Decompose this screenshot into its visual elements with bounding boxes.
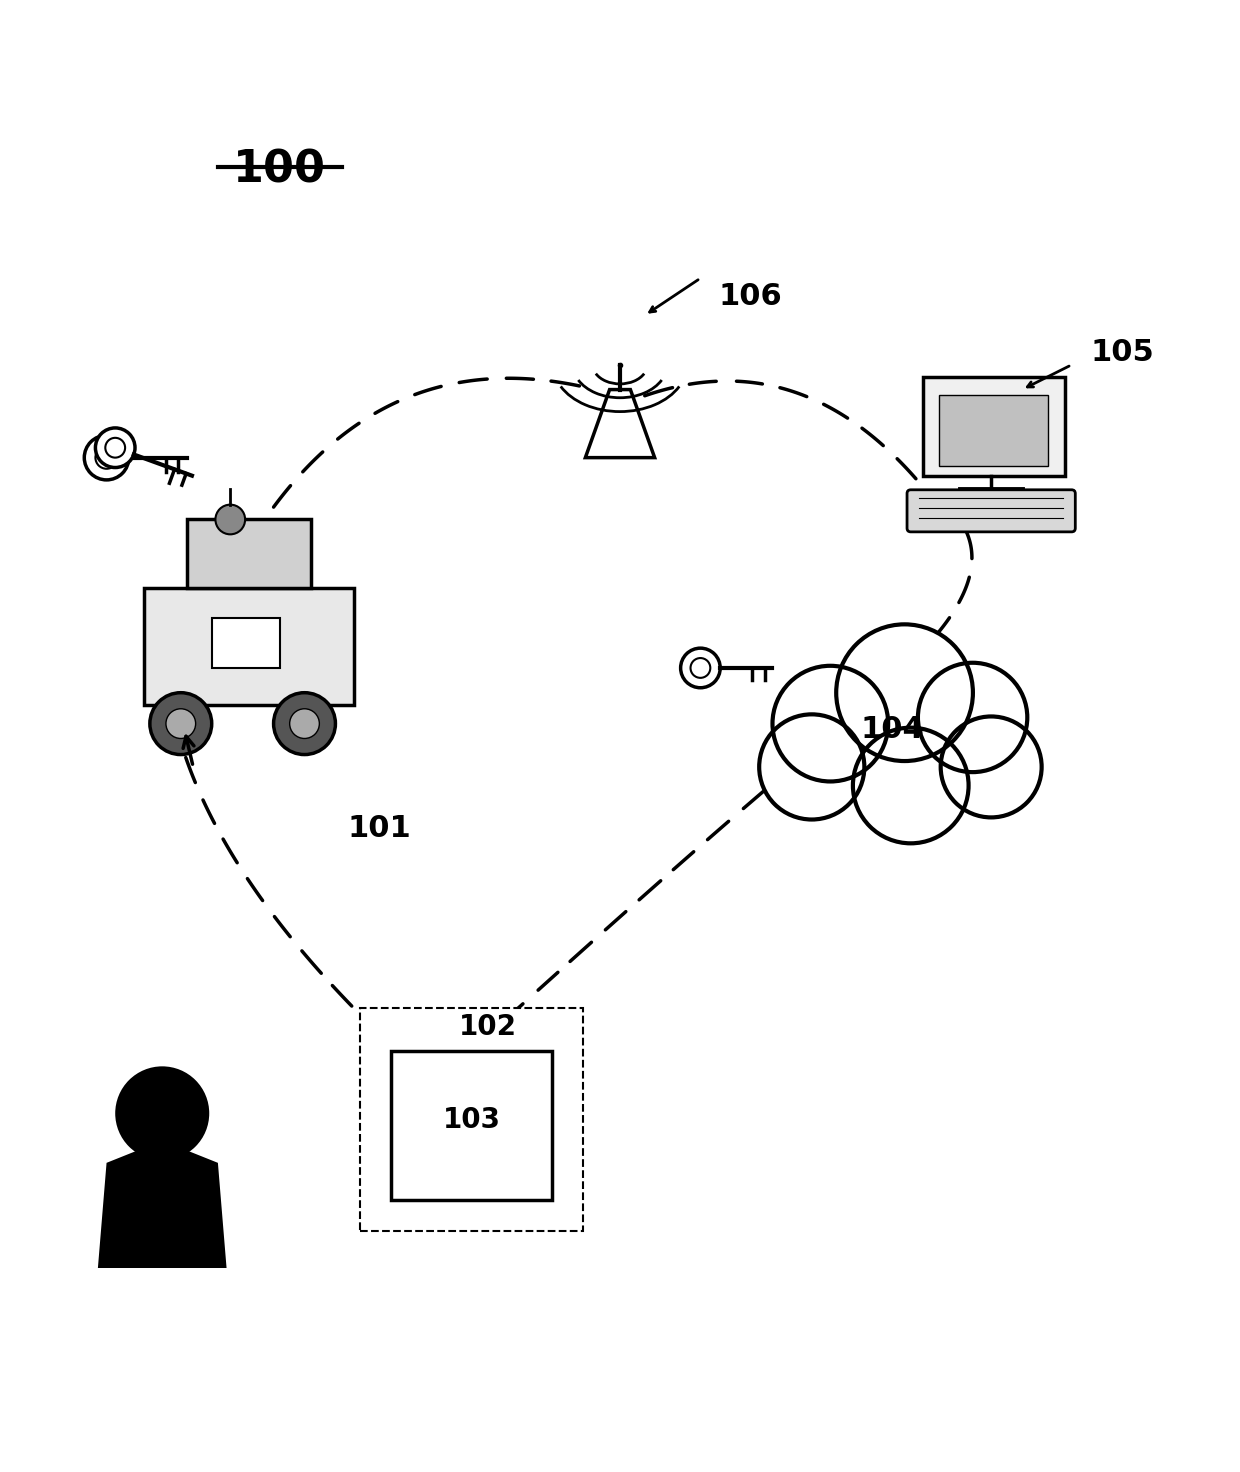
Circle shape	[681, 648, 720, 687]
Text: 104: 104	[861, 715, 924, 745]
Circle shape	[853, 727, 968, 843]
Circle shape	[95, 446, 118, 468]
Circle shape	[115, 1066, 210, 1160]
FancyBboxPatch shape	[923, 377, 1065, 475]
FancyBboxPatch shape	[939, 394, 1048, 467]
Circle shape	[941, 717, 1042, 817]
Polygon shape	[98, 1151, 227, 1267]
Text: 103: 103	[443, 1105, 501, 1133]
Text: 102: 102	[459, 1013, 517, 1041]
Circle shape	[691, 658, 711, 677]
FancyBboxPatch shape	[187, 520, 311, 587]
Circle shape	[836, 624, 973, 761]
Circle shape	[274, 693, 336, 755]
FancyBboxPatch shape	[212, 618, 280, 668]
FancyBboxPatch shape	[360, 1008, 583, 1231]
Circle shape	[105, 437, 125, 458]
Circle shape	[773, 665, 888, 782]
Circle shape	[290, 710, 320, 739]
Circle shape	[84, 436, 129, 480]
Circle shape	[95, 428, 135, 468]
Polygon shape	[585, 390, 655, 458]
Circle shape	[918, 662, 1027, 773]
Text: 105: 105	[1090, 339, 1154, 367]
Text: 100: 100	[233, 149, 326, 191]
Circle shape	[759, 714, 864, 820]
Circle shape	[216, 505, 246, 534]
Text: 106: 106	[719, 283, 782, 311]
Text: 101: 101	[347, 814, 412, 843]
Circle shape	[835, 679, 950, 793]
FancyBboxPatch shape	[391, 1051, 552, 1200]
Circle shape	[150, 693, 212, 755]
FancyBboxPatch shape	[144, 587, 353, 705]
FancyBboxPatch shape	[906, 490, 1075, 531]
Circle shape	[166, 710, 196, 739]
